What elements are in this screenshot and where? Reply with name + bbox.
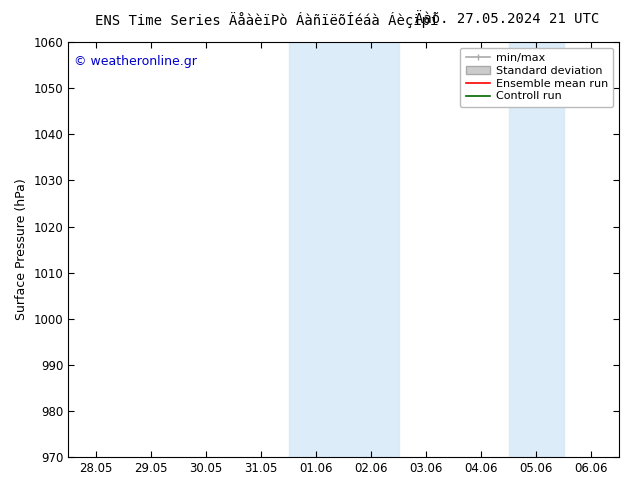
Legend: min/max, Standard deviation, Ensemble mean run, Controll run: min/max, Standard deviation, Ensemble me… bbox=[460, 48, 614, 107]
Text: ENS Time Series ÄåàèïPò ÁàñïëõÍéáà Áèçïpí: ENS Time Series ÄåàèïPò ÁàñïëõÍéáà Áèçïp… bbox=[94, 12, 438, 28]
Bar bbox=[509, 42, 564, 457]
Text: Äàõ. 27.05.2024 21 UTC: Äàõ. 27.05.2024 21 UTC bbox=[415, 12, 599, 26]
Bar bbox=[288, 42, 399, 457]
Y-axis label: Surface Pressure (hPa): Surface Pressure (hPa) bbox=[15, 179, 28, 320]
Text: © weatheronline.gr: © weatheronline.gr bbox=[74, 54, 197, 68]
